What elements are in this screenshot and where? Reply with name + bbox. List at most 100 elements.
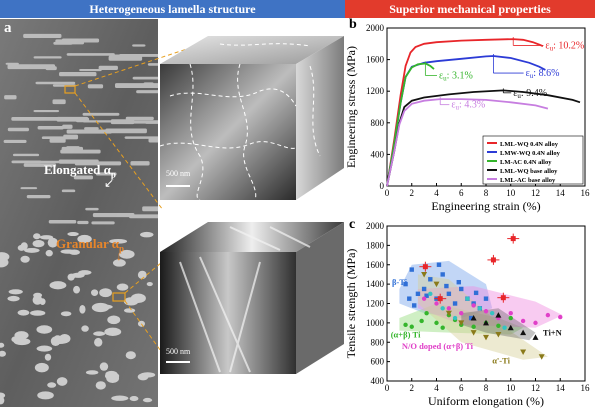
series-line xyxy=(386,62,435,187)
x-tick-label: 16 xyxy=(581,383,591,393)
data-point xyxy=(545,312,551,318)
data-point xyxy=(477,306,483,311)
granule-shape xyxy=(77,234,92,244)
granule-shape xyxy=(44,353,52,361)
series-line xyxy=(386,38,544,187)
tem-top-scale-label: 500 nm xyxy=(166,169,191,178)
lamella-shape xyxy=(136,90,158,94)
granule-shape xyxy=(47,382,57,388)
y-tick-label: 1800 xyxy=(366,240,385,250)
label-elongated-sub: p xyxy=(110,169,116,180)
granule-shape xyxy=(137,270,147,280)
data-point xyxy=(500,295,506,301)
data-point xyxy=(452,315,458,321)
lamella-shape xyxy=(5,62,19,65)
x-tick-label: 10 xyxy=(506,188,516,198)
data-point xyxy=(452,301,458,306)
lamella-shape xyxy=(7,64,56,70)
data-point xyxy=(502,325,507,330)
legend-entry: LML-WQ 0.4N alloy xyxy=(500,141,559,148)
x-tick-label: 6 xyxy=(459,188,464,198)
lamella-shape xyxy=(92,213,135,218)
granule-shape xyxy=(69,273,76,279)
granule-shape xyxy=(116,283,129,291)
data-point xyxy=(520,318,526,324)
lamella-shape xyxy=(87,84,104,89)
x-tick-label: 14 xyxy=(556,188,566,198)
data-point xyxy=(483,319,489,326)
y-tick-label: 1000 xyxy=(366,318,385,328)
data-point xyxy=(465,296,470,301)
annotation-label: εu: 10.2% xyxy=(545,40,584,52)
x-tick-label: 10 xyxy=(506,383,516,393)
lamella-shape xyxy=(132,44,146,47)
lamella-shape xyxy=(148,138,158,143)
lamella-shape xyxy=(41,136,66,140)
data-point xyxy=(520,329,527,336)
lamella-shape xyxy=(91,221,115,225)
lamella-shape xyxy=(63,134,79,140)
legend-entry: LML-WQ base alloy xyxy=(500,168,558,175)
granule-shape xyxy=(142,397,153,403)
granule-shape xyxy=(93,331,106,336)
lamella-shape xyxy=(26,195,51,199)
data-point xyxy=(471,324,476,329)
tem-side-face xyxy=(296,36,344,200)
x-tick-label: 4 xyxy=(434,188,439,198)
lamella-shape xyxy=(33,56,62,59)
granule-shape xyxy=(34,362,49,373)
lamella-shape xyxy=(37,125,64,130)
granule-shape xyxy=(60,249,76,254)
data-point xyxy=(415,291,421,297)
data-point xyxy=(490,257,496,263)
panel-label-a: a xyxy=(4,20,12,36)
granule-shape xyxy=(99,288,112,298)
data-point xyxy=(495,332,502,338)
data-point xyxy=(483,296,489,301)
granule-shape xyxy=(78,270,92,275)
region-alpha-beta xyxy=(399,303,524,335)
region-label: (α+β) Ti xyxy=(391,329,421,339)
region-label: β-Ti xyxy=(392,277,408,287)
lamella-shape xyxy=(23,33,62,38)
granule-shape xyxy=(20,255,30,263)
lamella-shape xyxy=(73,175,94,180)
x-tick-label: 16 xyxy=(581,188,591,198)
annotation-label: εu: 3.1% xyxy=(439,70,473,82)
data-point xyxy=(496,323,501,328)
x-tick-label: 4 xyxy=(434,383,439,393)
lamella-shape xyxy=(33,109,60,113)
granule-shape xyxy=(49,281,67,290)
data-point xyxy=(456,279,461,285)
legend-entry: LM-AC 0.4N alloy xyxy=(500,159,552,166)
y-tick-label: 400 xyxy=(371,376,385,386)
region-label: α'-Ti xyxy=(492,356,510,366)
granule-shape xyxy=(94,337,103,347)
callout-line xyxy=(74,41,209,87)
granule-shape xyxy=(13,337,31,346)
data-point xyxy=(421,271,428,278)
data-point xyxy=(440,272,445,277)
data-point xyxy=(470,315,477,321)
data-point xyxy=(495,312,502,318)
chart-stress-strain: 0 2 4 6 8 10 12 14 16 0 400 800 1200 1600 2000 Engineer… xyxy=(345,18,591,213)
data-point xyxy=(473,290,479,296)
lamella-shape xyxy=(56,116,89,122)
lamella-shape xyxy=(35,81,76,85)
data-point xyxy=(434,320,439,326)
granule-shape xyxy=(47,237,58,248)
granule-shape xyxy=(32,240,45,248)
data-point xyxy=(437,296,443,302)
granule-shape xyxy=(0,350,6,357)
y-tick-label: 2000 xyxy=(366,23,385,33)
granule-shape xyxy=(45,249,53,257)
lamella-shape xyxy=(62,124,73,129)
panel-label-b: b xyxy=(349,18,357,32)
granule-shape xyxy=(123,297,139,306)
x-axis-label: Uniform elongation (%) xyxy=(428,394,544,408)
granule-shape xyxy=(0,252,10,262)
y-tick-label: 0 xyxy=(380,181,385,191)
callout-line xyxy=(74,92,164,211)
annotation-label: εu: 4.3% xyxy=(451,100,485,112)
granule-shape xyxy=(99,362,109,371)
